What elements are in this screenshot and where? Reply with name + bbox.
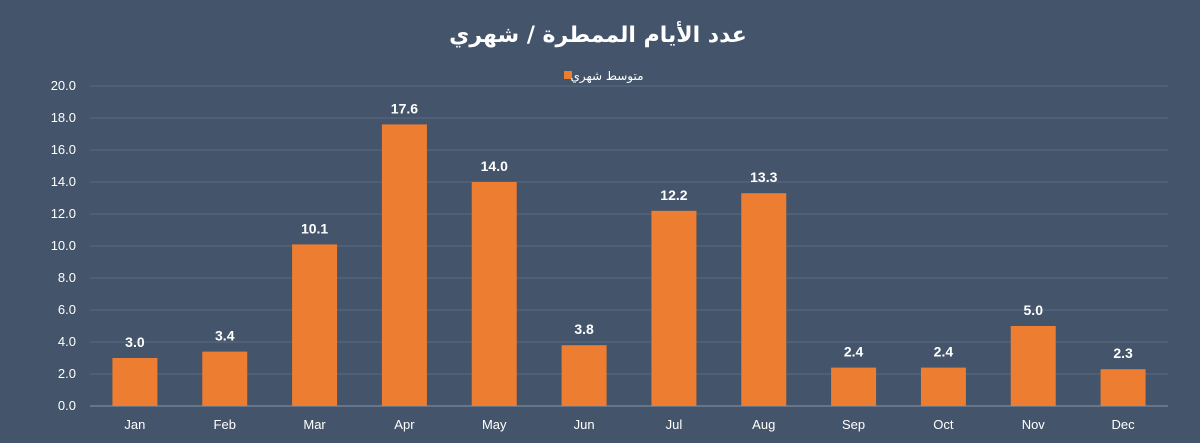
y-tick-label: 6.0 <box>58 302 76 317</box>
x-tick-label: Mar <box>303 417 326 432</box>
bar <box>471 182 517 406</box>
x-tick-label: Oct <box>933 417 954 432</box>
bar <box>292 244 338 406</box>
x-tick-label: Dec <box>1112 417 1136 432</box>
y-tick-label: 0.0 <box>58 398 76 413</box>
bar <box>112 358 158 406</box>
bar <box>1100 369 1146 406</box>
x-tick-label: Sep <box>842 417 865 432</box>
data-label: 3.8 <box>574 321 594 337</box>
bar <box>561 345 607 406</box>
y-axis-ticks: 0.0 2.0 4.0 6.0 8.0 10.0 12.0 14.0 16.0 18.0 20.0 <box>51 78 76 413</box>
data-label: 10.1 <box>301 220 328 236</box>
x-tick-label: Jul <box>666 417 683 432</box>
x-tick-label: Feb <box>214 417 236 432</box>
bar <box>741 193 787 406</box>
data-label: 17.6 <box>391 100 418 116</box>
x-axis-ticks: Jan Feb Mar Apr May Jun Jul Aug Sep Oct Nov Dec <box>124 417 1135 432</box>
x-tick-label: Nov <box>1022 417 1046 432</box>
data-label: 2.3 <box>1113 345 1133 361</box>
bar <box>381 124 427 407</box>
x-tick-label: Jan <box>124 417 145 432</box>
bars <box>112 124 1146 407</box>
data-label: 3.0 <box>125 334 145 350</box>
data-label: 3.4 <box>215 328 235 344</box>
y-tick-label: 2.0 <box>58 366 76 381</box>
legend-swatch <box>564 71 572 79</box>
y-tick-label: 12.0 <box>51 206 76 221</box>
bar <box>202 351 248 406</box>
y-tick-label: 16.0 <box>51 142 76 157</box>
x-tick-label: May <box>482 417 507 432</box>
y-tick-label: 18.0 <box>51 110 76 125</box>
x-tick-label: Jun <box>574 417 595 432</box>
x-tick-label: Apr <box>394 417 415 432</box>
data-label: 2.4 <box>934 344 954 360</box>
data-label: 2.4 <box>844 344 864 360</box>
data-labels: 3.0 3.4 10.1 17.6 14.0 3.8 12.2 13.3 2.4 2.4 5.0 2.… <box>125 100 1133 361</box>
chart-title: عدد الأيام الممطرة / شهري <box>449 20 747 48</box>
data-label: 13.3 <box>750 169 777 185</box>
bar <box>920 367 966 406</box>
y-tick-label: 20.0 <box>51 78 76 93</box>
bar <box>651 210 697 406</box>
y-tick-label: 8.0 <box>58 270 76 285</box>
y-tick-label: 10.0 <box>51 238 76 253</box>
data-label: 12.2 <box>660 187 687 203</box>
y-tick-label: 4.0 <box>58 334 76 349</box>
data-label: 5.0 <box>1024 302 1044 318</box>
gridlines <box>90 85 1168 407</box>
y-tick-label: 14.0 <box>51 174 76 189</box>
bar <box>831 367 877 406</box>
bar <box>1010 326 1056 406</box>
x-tick-label: Aug <box>752 417 775 432</box>
data-label: 14.0 <box>481 158 508 174</box>
legend-label: متوسط شهري <box>570 69 643 84</box>
